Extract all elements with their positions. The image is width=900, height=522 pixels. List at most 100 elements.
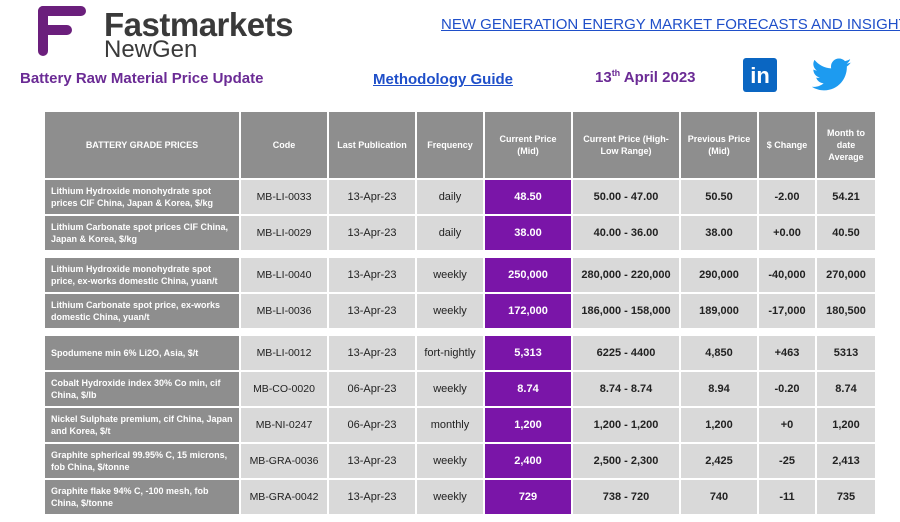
current-price-mid: 5,313 (485, 336, 571, 370)
methodology-guide-link[interactable]: Methodology Guide (373, 71, 513, 88)
month-to-date-average: 735 (817, 480, 875, 514)
previous-price: 2,425 (681, 444, 757, 478)
battery-prices-table: BATTERY GRADE PRICES Code Last Publication… (43, 110, 877, 516)
current-price-mid: 250,000 (485, 258, 571, 292)
table-row: Lithium Carbonate spot prices CIF China,… (45, 216, 875, 250)
dollar-change: +0.00 (759, 216, 815, 250)
product-name: Nickel Sulphate premium, cif China, Japa… (45, 408, 239, 442)
group-separator-cell (45, 252, 875, 256)
twitter-icon[interactable] (812, 58, 852, 92)
last-publication: 13-Apr-23 (329, 258, 415, 292)
product-name: Lithium Hydroxide monohydrate spot price… (45, 258, 239, 292)
group-separator (45, 330, 875, 334)
month-to-date-average: 40.50 (817, 216, 875, 250)
product-name: Spodumene min 6% Li2O, Asia, $/t (45, 336, 239, 370)
month-to-date-average: 8.74 (817, 372, 875, 406)
month-to-date-average: 1,200 (817, 408, 875, 442)
last-publication: 06-Apr-23 (329, 372, 415, 406)
product-name: Graphite flake 94% C, -100 mesh, fob Chi… (45, 480, 239, 514)
product-name: Cobalt Hydroxide index 30% Co min, cif C… (45, 372, 239, 406)
price-code: MB-LI-0036 (241, 294, 327, 328)
month-to-date-average: 270,000 (817, 258, 875, 292)
current-price-mid: 729 (485, 480, 571, 514)
price-code: MB-NI-0247 (241, 408, 327, 442)
price-code: MB-LI-0033 (241, 180, 327, 214)
dollar-change: +463 (759, 336, 815, 370)
month-to-date-average: 54.21 (817, 180, 875, 214)
current-price-mid: 1,200 (485, 408, 571, 442)
table-row: Lithium Carbonate spot price, ex-works d… (45, 294, 875, 328)
current-price-mid: 172,000 (485, 294, 571, 328)
frequency: daily (417, 216, 483, 250)
month-to-date-average: 5313 (817, 336, 875, 370)
brand-subname: NewGen (104, 36, 198, 63)
product-name: Lithium Hydroxide monohydrate spot price… (45, 180, 239, 214)
current-price-range: 50.00 - 47.00 (573, 180, 679, 214)
header-previous-price: Previous Price (Mid) (681, 112, 757, 178)
header-dollar-change: $ Change (759, 112, 815, 178)
last-publication: 13-Apr-23 (329, 444, 415, 478)
frequency: daily (417, 180, 483, 214)
price-code: MB-GRA-0042 (241, 480, 327, 514)
table-row: Spodumene min 6% Li2O, Asia, $/t MB-LI-00… (45, 336, 875, 370)
month-to-date-average: 180,500 (817, 294, 875, 328)
last-publication: 13-Apr-23 (329, 480, 415, 514)
last-publication: 13-Apr-23 (329, 294, 415, 328)
previous-price: 740 (681, 480, 757, 514)
brand-name: Fastmarkets (104, 6, 293, 43)
price-code: MB-LI-0040 (241, 258, 327, 292)
price-code: MB-GRA-0036 (241, 444, 327, 478)
price-code: MB-CO-0020 (241, 372, 327, 406)
current-price-range: 186,000 - 158,000 (573, 294, 679, 328)
header-product: BATTERY GRADE PRICES (45, 112, 239, 178)
product-name: Graphite spherical 99.95% C, 15 microns,… (45, 444, 239, 478)
month-to-date-average: 2,413 (817, 444, 875, 478)
report-date: 13th April 2023 (595, 68, 696, 87)
frequency: monthly (417, 408, 483, 442)
dollar-change: -40,000 (759, 258, 815, 292)
group-separator (45, 252, 875, 256)
last-publication: 06-Apr-23 (329, 408, 415, 442)
headline-link[interactable]: NEW GENERATION ENERGY MARKET FORECASTS A… (441, 16, 900, 33)
table-row: Cobalt Hydroxide index 30% Co min, cif C… (45, 372, 875, 406)
table-row: Graphite flake 94% C, -100 mesh, fob Chi… (45, 480, 875, 514)
group-separator-cell (45, 330, 875, 334)
fastmarkets-logo[interactable]: Fastmarkets NewGen (38, 6, 298, 63)
current-price-range: 2,500 - 2,300 (573, 444, 679, 478)
current-price-range: 40.00 - 36.00 (573, 216, 679, 250)
current-price-range: 1,200 - 1,200 (573, 408, 679, 442)
frequency: weekly (417, 444, 483, 478)
frequency: weekly (417, 372, 483, 406)
dollar-change: -17,000 (759, 294, 815, 328)
current-price-range: 8.74 - 8.74 (573, 372, 679, 406)
table-header-row: BATTERY GRADE PRICES Code Last Publication… (45, 112, 875, 178)
previous-price: 38.00 (681, 216, 757, 250)
current-price-mid: 38.00 (485, 216, 571, 250)
fastmarkets-logo-mark-icon (38, 6, 86, 56)
current-price-mid: 48.50 (485, 180, 571, 214)
frequency: weekly (417, 480, 483, 514)
dollar-change: -2.00 (759, 180, 815, 214)
linkedin-icon[interactable]: in (743, 58, 777, 92)
previous-price: 8.94 (681, 372, 757, 406)
previous-price: 4,850 (681, 336, 757, 370)
dollar-change: -0.20 (759, 372, 815, 406)
product-name: Lithium Carbonate spot price, ex-works d… (45, 294, 239, 328)
header-month-to-date-average: Month to date Average (817, 112, 875, 178)
frequency: weekly (417, 258, 483, 292)
dollar-change: +0 (759, 408, 815, 442)
current-price-range: 738 - 720 (573, 480, 679, 514)
current-price-range: 6225 - 4400 (573, 336, 679, 370)
previous-price: 50.50 (681, 180, 757, 214)
table-row: Lithium Hydroxide monohydrate spot price… (45, 258, 875, 292)
table-row: Graphite spherical 99.95% C, 15 microns,… (45, 444, 875, 478)
frequency: fort-nightly (417, 336, 483, 370)
current-price-mid: 2,400 (485, 444, 571, 478)
last-publication: 13-Apr-23 (329, 336, 415, 370)
price-code: MB-LI-0012 (241, 336, 327, 370)
header-last-publication: Last Publication (329, 112, 415, 178)
frequency: weekly (417, 294, 483, 328)
dollar-change: -25 (759, 444, 815, 478)
header-current-price-range: Current Price (High-Low Range) (573, 112, 679, 178)
last-publication: 13-Apr-23 (329, 216, 415, 250)
